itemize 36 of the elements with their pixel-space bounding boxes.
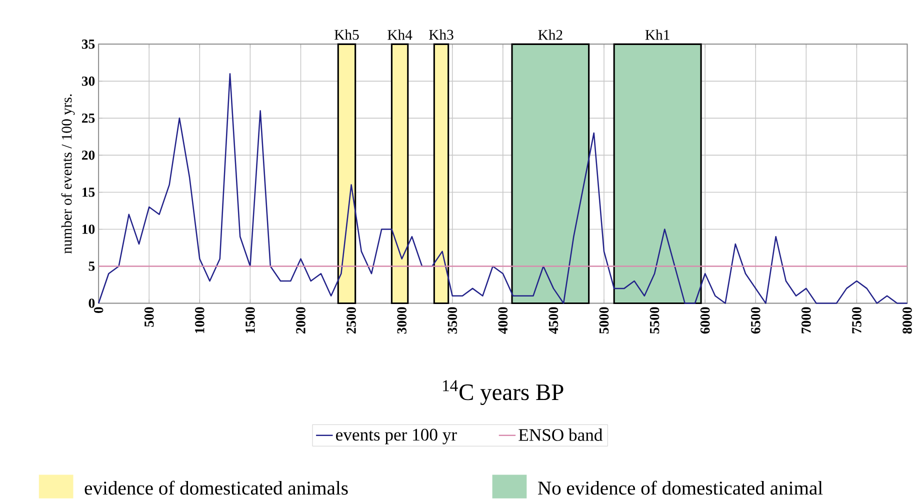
y-tick-label: 15	[82, 188, 95, 198]
x-tick-label: 500	[144, 307, 154, 327]
y-tick-label: 30	[82, 76, 95, 86]
text: evidence of domesticated animals	[84, 481, 348, 495]
y-axis-title: number of events / 100 yrs.	[61, 94, 75, 254]
band-label: Kh3	[429, 30, 454, 40]
x-axis-title: $^{14}$C years BP	[443, 380, 564, 406]
x-tick-label: 4500	[548, 307, 558, 334]
x-tick-label: 1500	[246, 307, 255, 334]
x-tick-label: 8000	[902, 307, 912, 334]
x-tick-label: 3500	[448, 307, 457, 334]
y-tick-label: 25	[82, 114, 95, 124]
text: No evidence of domesticated animal	[538, 481, 823, 495]
x-tick-label: 7000	[802, 307, 811, 334]
x-tick-label: 5000	[599, 307, 609, 334]
y-tick-label: 10	[82, 224, 95, 234]
x-tick-label: 5500	[650, 307, 660, 334]
band-label: Kh1	[645, 30, 670, 40]
band-label: Kh5	[334, 30, 359, 40]
band-label: Kh4	[388, 30, 412, 40]
x-tick-label: 2500	[346, 307, 356, 334]
x-tick-label: 7500	[852, 307, 862, 334]
x-tick-label: 6500	[751, 307, 760, 334]
x-tick-label: 1000	[195, 307, 204, 334]
x-tick-label: 2000	[296, 307, 306, 334]
legend-label: events per 100 yr	[336, 429, 457, 445]
x-tick-label: 4000	[498, 307, 508, 334]
band-label: Kh2	[538, 30, 562, 40]
y-tick-label: 20	[82, 150, 95, 160]
y-tick-label: 5	[88, 262, 95, 272]
legend-label: ENSO band	[518, 428, 603, 442]
x-tick-label: 3000	[397, 307, 406, 334]
x-tick-label: 0	[94, 307, 104, 314]
x-tick-label: 6000	[700, 307, 710, 334]
y-tick-label: 35	[82, 40, 95, 49]
y-tick-label: 0	[88, 298, 95, 308]
